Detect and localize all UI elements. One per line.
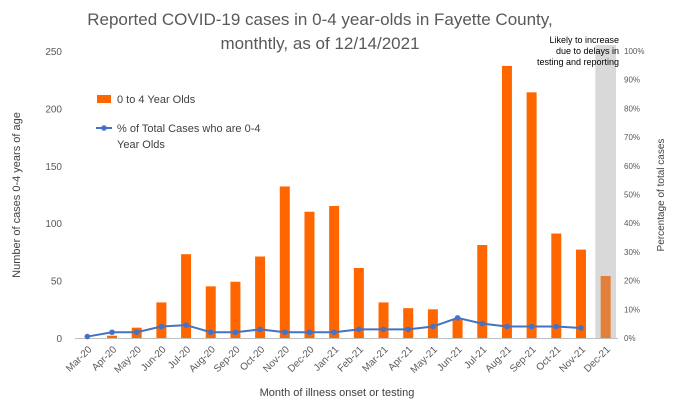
y2-tick-label: 100% (624, 47, 644, 56)
pct-point (380, 326, 387, 333)
legend-line-marker (101, 125, 107, 131)
bar (279, 186, 290, 338)
y2-tick-label: 50% (624, 191, 640, 200)
y-tick-label: 100 (45, 219, 62, 230)
bar (378, 302, 389, 338)
pct-point (158, 323, 165, 330)
pct-point (257, 326, 263, 333)
x-tick-label: Aug-21 (483, 344, 514, 375)
x-axis-title: Month of illness onset or testing (260, 387, 415, 399)
legend-line-label: % of Total Cases who are 0-4 Year Olds (117, 123, 260, 151)
pct-point (133, 329, 140, 336)
bar (353, 267, 364, 338)
x-tick-label: Nov-21 (558, 344, 589, 375)
y-axis-title: Number of cases 0-4 years of age (11, 112, 23, 278)
annotation-line: testing and reporting (537, 57, 619, 67)
y2-tick-label: 30% (624, 248, 640, 257)
legend-bar-label: 0 to 4 Year Olds (117, 94, 196, 106)
y2-tick-label: 10% (624, 305, 640, 314)
y2-tick-label: 80% (624, 104, 640, 113)
x-tick-label: May-20 (112, 344, 144, 376)
y-tick-label: 200 (45, 104, 62, 115)
x-tick-label: Jun-21 (435, 344, 465, 374)
bar (501, 65, 512, 338)
pct-point (356, 326, 362, 333)
legend-bar-swatch (97, 95, 111, 103)
bar (304, 211, 315, 338)
pct-point (183, 322, 189, 328)
pct-point (207, 329, 214, 336)
x-tick-label: Sep-20 (212, 344, 243, 375)
bar (205, 286, 216, 338)
bar (255, 256, 266, 338)
pct-point (454, 315, 461, 321)
bar (452, 319, 463, 338)
pct-point (331, 329, 337, 336)
bar (600, 276, 611, 338)
x-tick-label: Mar-21 (360, 344, 390, 374)
y2-tick-label: 90% (624, 76, 640, 85)
x-tick-label: Sep-21 (508, 344, 539, 375)
x-tick-label: Feb-21 (336, 344, 366, 374)
highlight-band (595, 45, 616, 338)
y2-tick-label: 20% (624, 277, 640, 286)
pct-point (430, 323, 436, 330)
pct-point (84, 333, 91, 340)
bar (107, 335, 118, 338)
y-tick-label: 150 (45, 162, 62, 173)
bar (230, 281, 241, 338)
bar (551, 233, 562, 338)
bar (329, 205, 340, 338)
bar (403, 308, 414, 338)
x-tick-label: Jun-20 (139, 344, 169, 374)
pct-point (479, 320, 486, 327)
pct-point (109, 329, 115, 336)
bar (526, 92, 537, 338)
pct-point (232, 329, 239, 336)
bar (181, 254, 192, 338)
annotation-line: Likely to increase (549, 35, 619, 45)
pct-point (405, 326, 412, 333)
bar (427, 309, 438, 338)
y2-tick-label: 70% (624, 133, 640, 142)
bar (156, 302, 167, 338)
x-tick-label: Nov-20 (261, 344, 292, 375)
bar (477, 245, 488, 338)
annotation-line: due to delays in (556, 46, 619, 56)
pct-point (578, 325, 584, 331)
x-tick-label: Aug-20 (187, 344, 218, 375)
y2-axis-title: Percentage of total cases (656, 139, 667, 252)
y-tick-label: 50 (51, 277, 63, 288)
y2-tick-label: 60% (624, 162, 640, 171)
x-tick-label: Dec-20 (286, 344, 317, 375)
y-tick-label: 250 (45, 47, 62, 58)
chart-title: Reported COVID-19 cases in 0-4 year-olds… (87, 10, 553, 53)
x-tick-label: Mar-20 (64, 344, 94, 374)
x-tick-label: May-21 (409, 344, 441, 376)
y2-tick-label: 40% (624, 219, 640, 228)
pct-point (281, 329, 288, 336)
x-tick-label: Dec-21 (582, 344, 613, 375)
y-tick-label: 0 (56, 334, 62, 345)
pct-point (504, 323, 510, 330)
y2-tick-label: 0% (624, 334, 636, 343)
bar (575, 249, 586, 338)
pct-point (306, 329, 313, 336)
pct-point (553, 323, 560, 330)
pct-point (528, 323, 535, 330)
